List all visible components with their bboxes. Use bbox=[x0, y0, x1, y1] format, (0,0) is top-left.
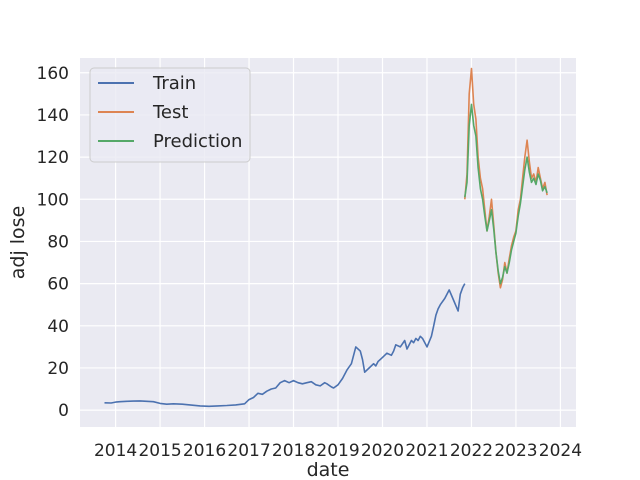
legend-label-prediction: Prediction bbox=[153, 131, 242, 152]
x-tick-label: 2024 bbox=[539, 441, 582, 461]
x-tick-label: 2016 bbox=[183, 441, 226, 461]
x-tick-label: 2014 bbox=[94, 441, 137, 461]
y-tick-label: 40 bbox=[47, 317, 69, 337]
legend-label-test: Test bbox=[152, 102, 188, 123]
legend-box bbox=[89, 67, 251, 163]
x-tick-label: 2017 bbox=[227, 441, 270, 461]
y-tick-label: 80 bbox=[47, 232, 69, 252]
y-axis-ticks: 0 20 40 60 80 100 120 140 160 bbox=[37, 64, 69, 421]
x-axis-label: date bbox=[307, 459, 350, 480]
x-tick-label: 2019 bbox=[316, 441, 359, 461]
y-axis-label: adj lose bbox=[7, 206, 29, 280]
y-tick-label: 140 bbox=[37, 106, 69, 126]
y-tick-label: 120 bbox=[37, 148, 69, 168]
series-layer bbox=[104, 67, 548, 408]
x-tick-label: 2020 bbox=[361, 441, 404, 461]
series-line-prediction bbox=[464, 103, 548, 285]
legend: Train Test Prediction bbox=[89, 67, 251, 163]
series-line-train bbox=[104, 283, 466, 408]
x-axis-ticks: 2014 2015 2016 2017 2018 2019 2020 2021 2022 2023… bbox=[94, 441, 582, 461]
y-tick-label: 100 bbox=[37, 190, 69, 210]
y-tick-label: 60 bbox=[47, 275, 69, 295]
legend-label-train: Train bbox=[152, 73, 196, 94]
y-tick-label: 0 bbox=[58, 401, 69, 421]
x-tick-label: 2018 bbox=[272, 441, 315, 461]
x-tick-label: 2021 bbox=[405, 441, 448, 461]
y-tick-label: 160 bbox=[37, 64, 69, 84]
x-tick-label: 2023 bbox=[494, 441, 537, 461]
x-tick-label: 2022 bbox=[450, 441, 493, 461]
y-tick-label: 20 bbox=[47, 359, 69, 379]
x-tick-label: 2015 bbox=[138, 441, 181, 461]
